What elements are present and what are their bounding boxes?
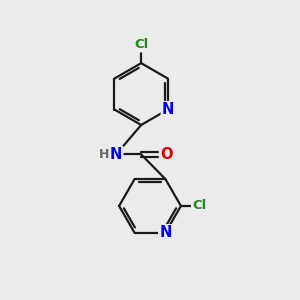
- Text: N: N: [110, 147, 122, 162]
- Text: H: H: [99, 148, 109, 161]
- Text: N: N: [162, 102, 174, 117]
- Text: N: N: [159, 225, 172, 240]
- Text: Cl: Cl: [192, 200, 206, 212]
- Text: Cl: Cl: [134, 38, 148, 51]
- Text: O: O: [160, 147, 172, 162]
